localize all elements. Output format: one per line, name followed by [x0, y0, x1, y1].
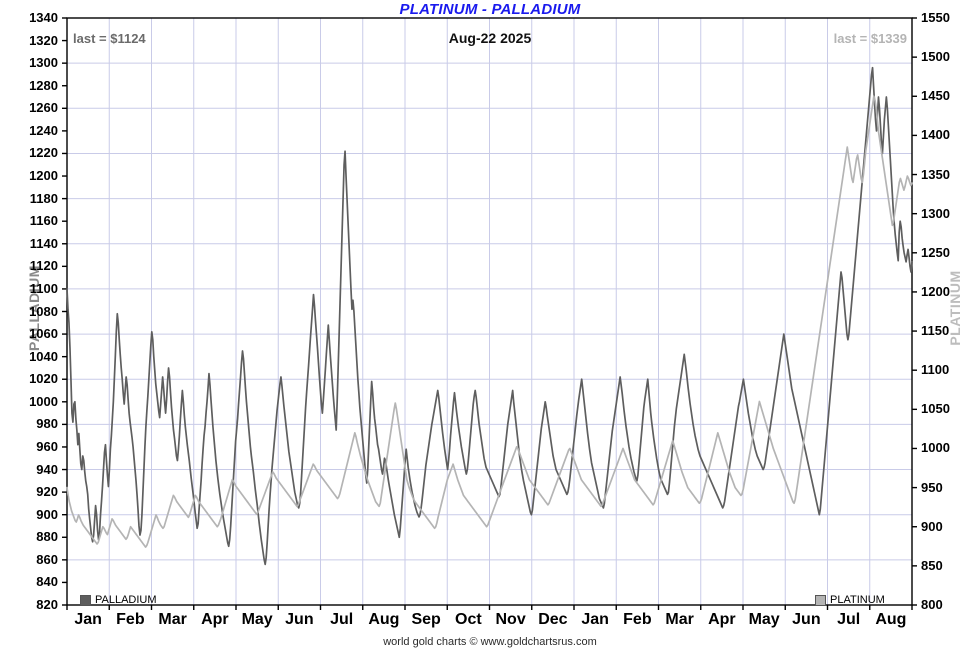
- y-tick-left: 1200: [29, 168, 58, 184]
- y-tick-left: 1060: [29, 326, 58, 342]
- y-tick-right: 1050: [921, 401, 950, 417]
- x-tick-label: Sep: [411, 611, 441, 628]
- y-tick-right: 1300: [921, 205, 950, 221]
- x-tick-label: May: [748, 611, 780, 628]
- x-tick-label: Feb: [623, 611, 652, 628]
- y-tick-left: 820: [36, 597, 58, 612]
- y-tick-left: 1220: [29, 145, 58, 161]
- y-tick-left: 1080: [29, 303, 58, 319]
- chart-title: PLATINUM - PALLADIUM: [399, 1, 581, 18]
- y-tick-right: 1400: [921, 127, 950, 143]
- x-tick-label: Feb: [116, 611, 145, 628]
- legend-platinum: PLATINUM: [815, 594, 885, 606]
- y-tick-left: 1240: [29, 122, 58, 138]
- x-tick-label: Jun: [285, 611, 314, 628]
- y-tick-left: 1300: [29, 55, 58, 71]
- x-tick-label: Jul: [330, 611, 354, 628]
- y-tick-right: 1100: [921, 362, 950, 378]
- legend-label-palladium: PALLADIUM: [95, 594, 157, 606]
- y-tick-right: 1150: [921, 323, 950, 339]
- y-tick-right: 1000: [921, 440, 950, 456]
- y-tick-right: 1250: [921, 244, 950, 260]
- legend-swatch-palladium: [80, 594, 91, 606]
- x-tick-label: Apr: [708, 611, 736, 628]
- y-axis-right-ticks: 1550 1500 1450 1400 1350 1300 1250 1200 1150 1100…: [921, 0, 980, 650]
- y-tick-left: 1020: [29, 371, 58, 387]
- x-tick-label: May: [241, 611, 273, 628]
- y-tick-right: 1450: [921, 88, 950, 104]
- y-tick-left: 900: [36, 506, 58, 522]
- last-value-palladium: last = $1124: [73, 31, 146, 46]
- y-tick-right: 800: [921, 597, 943, 612]
- y-tick-left: 840: [36, 574, 58, 590]
- x-tick-label: Nov: [495, 611, 526, 628]
- y-tick-right: 1550: [921, 10, 950, 25]
- y-tick-left: 1100: [29, 280, 58, 296]
- x-tick-label: Oct: [455, 611, 482, 628]
- x-tick-label: Apr: [201, 611, 229, 628]
- y-tick-left: 1320: [29, 32, 58, 48]
- y-tick-left: 1180: [29, 190, 58, 206]
- last-value-platinum: last = $1339: [833, 31, 907, 46]
- x-tick-label: Aug: [875, 611, 907, 628]
- y-tick-left: 1120: [29, 258, 58, 274]
- y-tick-left: 940: [36, 461, 58, 477]
- y-tick-left: 1000: [29, 393, 58, 409]
- y-tick-right: 1200: [921, 283, 950, 299]
- y-tick-right: 850: [921, 557, 943, 573]
- y-tick-left: 1160: [29, 213, 58, 229]
- y-tick-left: 880: [36, 529, 58, 545]
- y-tick-left: 860: [36, 551, 58, 567]
- y-tick-left: 1260: [29, 100, 58, 116]
- legend-swatch-platinum: [815, 594, 826, 606]
- x-tick-label: Mar: [665, 611, 694, 628]
- legend-label-platinum: PLATINUM: [830, 594, 885, 606]
- y-tick-left: 980: [36, 416, 58, 432]
- y-tick-left: 960: [36, 438, 58, 454]
- x-tick-label: Aug: [368, 611, 400, 628]
- x-tick-label: Dec: [538, 611, 568, 628]
- y-tick-left: 1140: [29, 235, 58, 251]
- y-tick-left: 1280: [29, 77, 58, 93]
- y-tick-left: 1340: [29, 10, 58, 25]
- y-tick-right: 950: [921, 479, 943, 495]
- x-tick-label: Mar: [158, 611, 187, 628]
- y-axis-left-ticks: 1340 1320 1300 1280 1260 1240 1220 1200 1180 1160…: [0, 0, 58, 650]
- x-tick-label: Jan: [74, 611, 102, 628]
- y-tick-left: 1040: [29, 348, 58, 364]
- y-tick-left: 920: [36, 484, 58, 500]
- y-tick-right: 900: [921, 518, 943, 534]
- x-tick-label: Jan: [581, 611, 609, 628]
- x-tick-label: Jul: [837, 611, 861, 628]
- footer-credit: world gold charts © www.goldchartsrus.co…: [383, 636, 597, 648]
- legend-palladium: PALLADIUM: [80, 594, 157, 606]
- date-label: Aug-22 2025: [448, 30, 532, 46]
- y-tick-right: 1350: [921, 166, 950, 182]
- y-tick-right: 1500: [921, 49, 950, 65]
- x-tick-label: Jun: [792, 611, 821, 628]
